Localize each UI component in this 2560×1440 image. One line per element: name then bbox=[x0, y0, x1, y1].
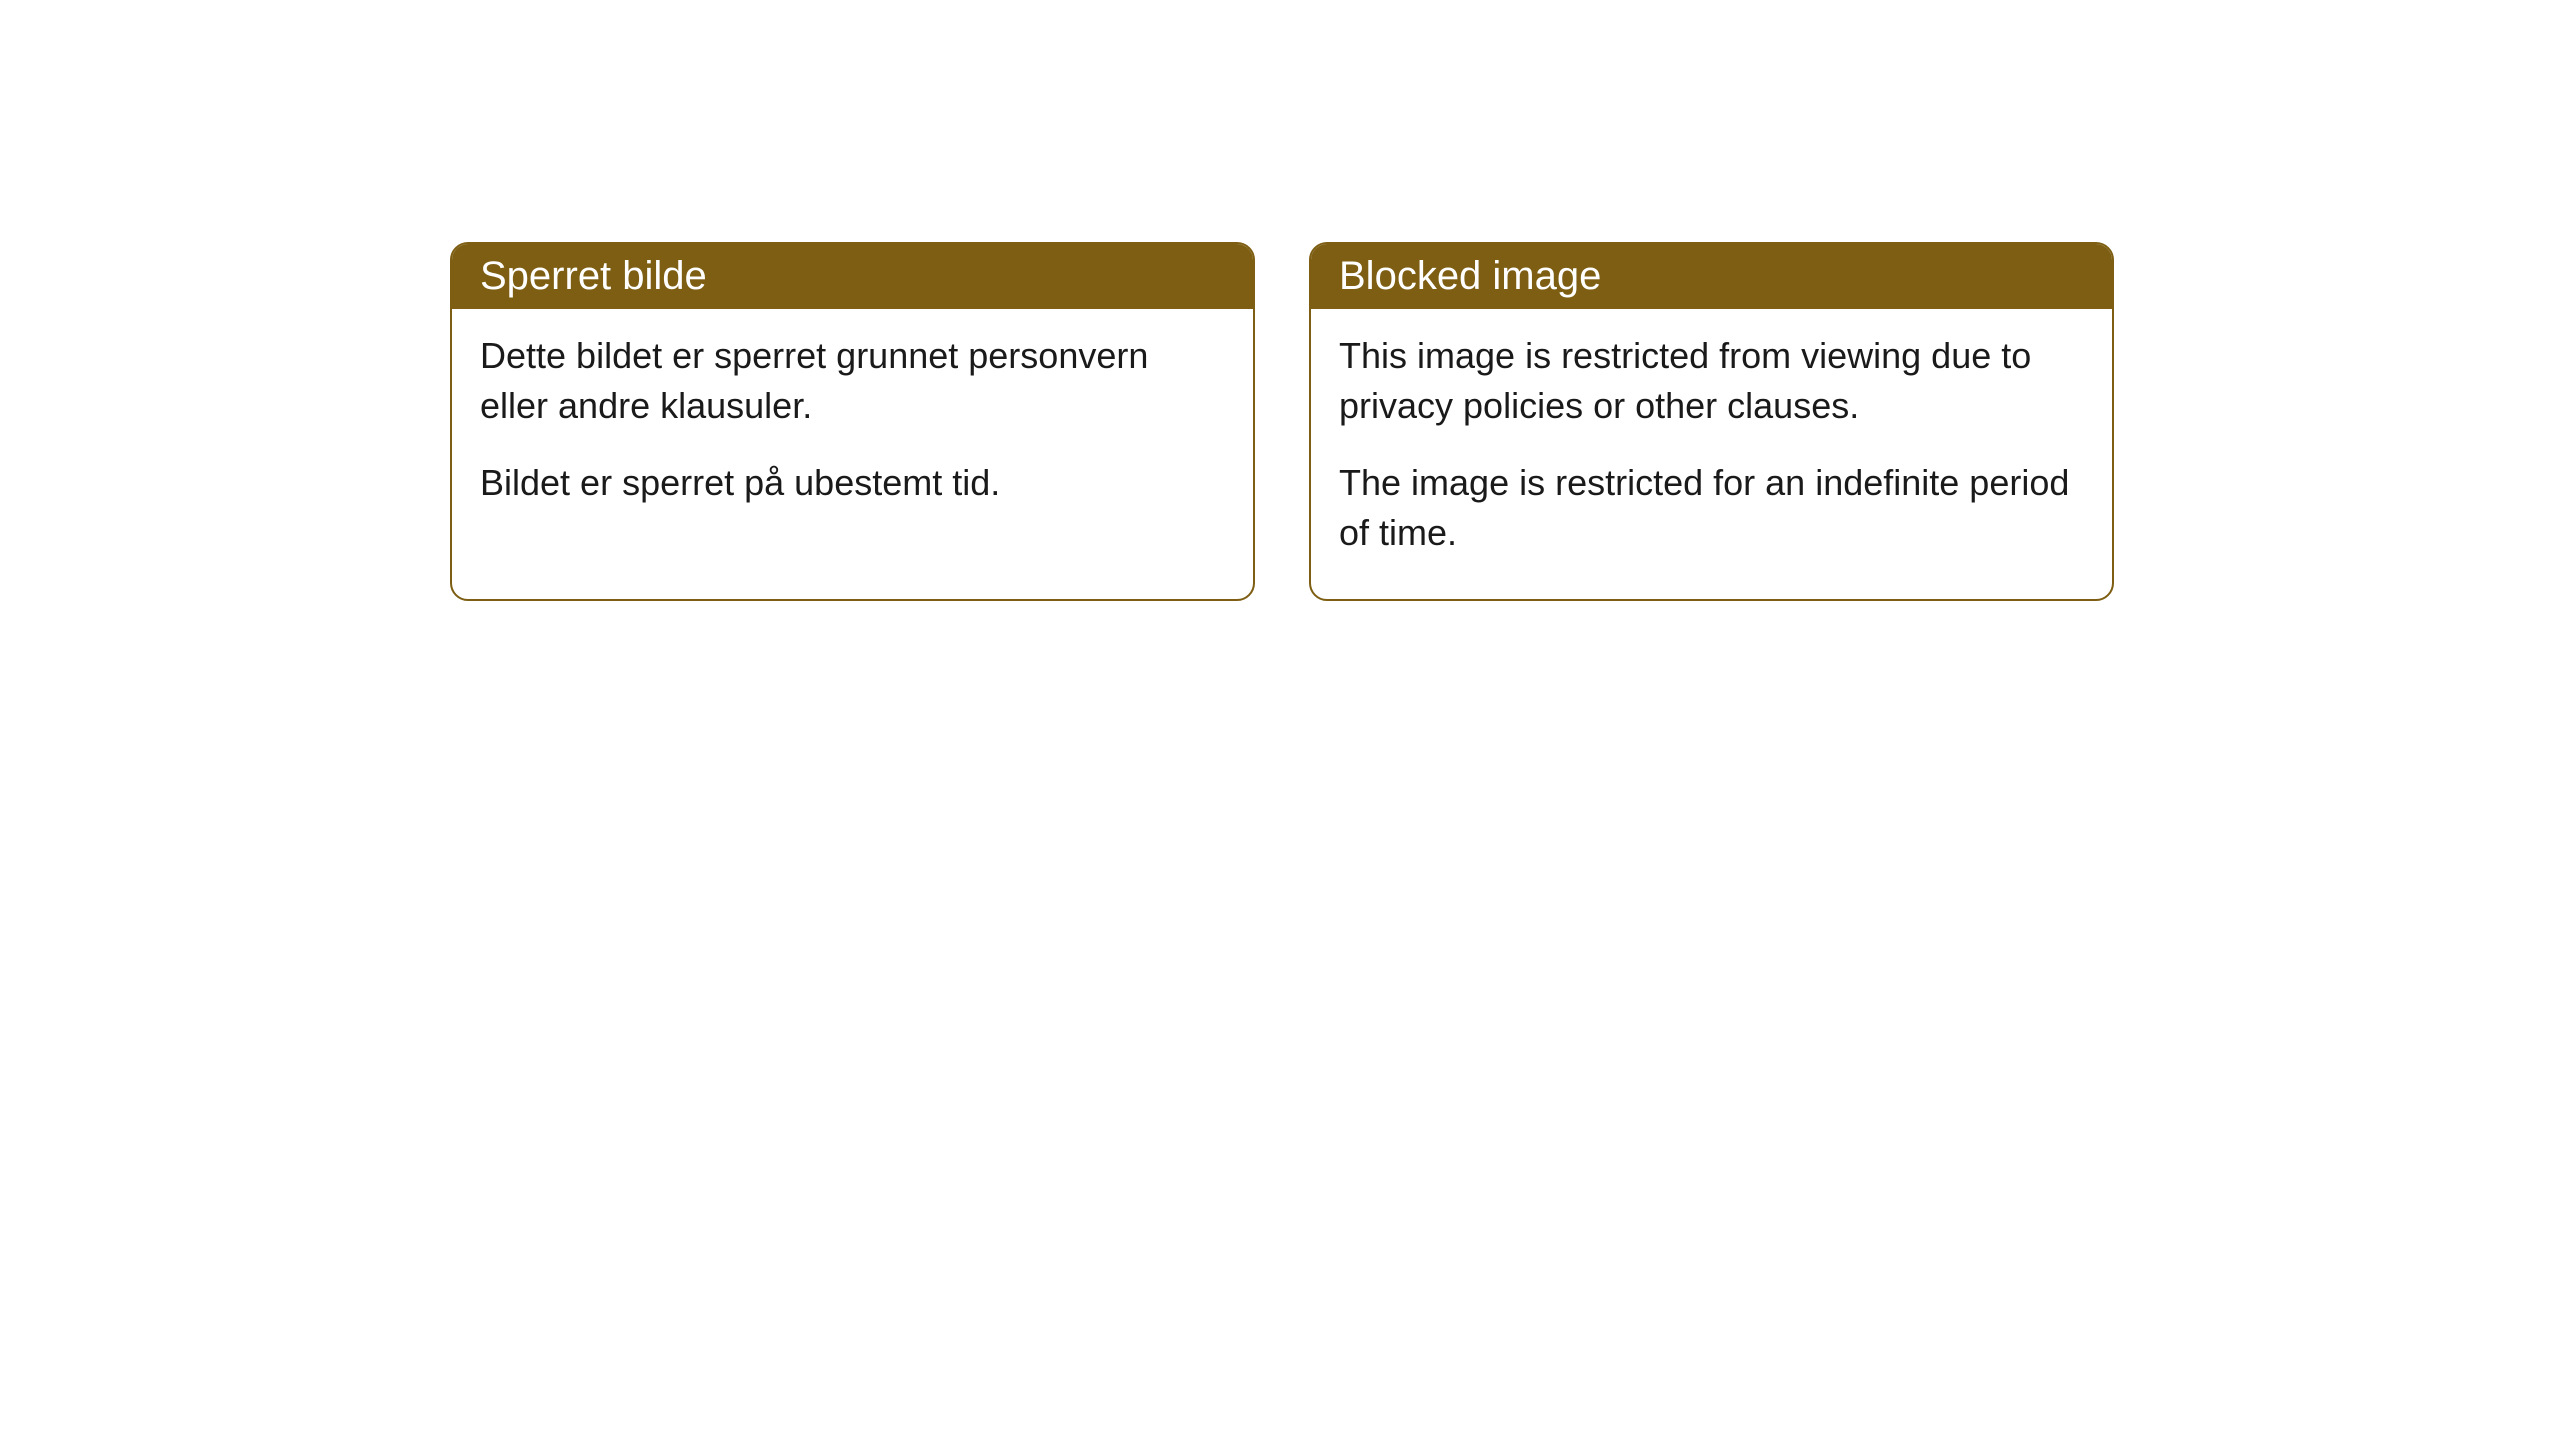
card-title-norwegian: Sperret bilde bbox=[480, 254, 707, 298]
card-text-norwegian-2: Bildet er sperret på ubestemt tid. bbox=[480, 458, 1225, 508]
card-text-english-1: This image is restricted from viewing du… bbox=[1339, 331, 2084, 432]
blocked-image-card-norwegian: Sperret bilde Dette bildet er sperret gr… bbox=[450, 242, 1255, 601]
blocked-image-card-english: Blocked image This image is restricted f… bbox=[1309, 242, 2114, 601]
card-text-norwegian-1: Dette bildet er sperret grunnet personve… bbox=[480, 331, 1225, 432]
card-body-norwegian: Dette bildet er sperret grunnet personve… bbox=[452, 309, 1253, 548]
card-header-english: Blocked image bbox=[1311, 244, 2112, 309]
notice-cards-container: Sperret bilde Dette bildet er sperret gr… bbox=[450, 242, 2114, 601]
card-text-english-2: The image is restricted for an indefinit… bbox=[1339, 458, 2084, 559]
card-header-norwegian: Sperret bilde bbox=[452, 244, 1253, 309]
card-title-english: Blocked image bbox=[1339, 254, 1601, 298]
card-body-english: This image is restricted from viewing du… bbox=[1311, 309, 2112, 599]
